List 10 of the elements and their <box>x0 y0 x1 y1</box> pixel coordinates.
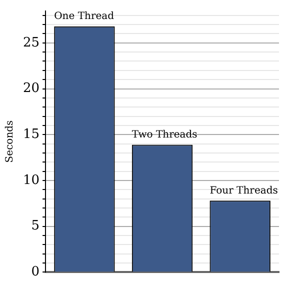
x-tick-label: Two Threads <box>132 129 198 140</box>
y-tick-label: 15 <box>22 126 40 142</box>
y-axis-title: Seconds <box>4 120 16 163</box>
x-tick-label: Four Threads <box>210 185 278 196</box>
y-tick-label: 0 <box>31 264 40 280</box>
y-tick-label: 25 <box>22 35 40 50</box>
y-tick-label: 5 <box>31 218 40 234</box>
x-tick-label: One Thread <box>54 10 115 22</box>
y-tick-label: 10 <box>22 172 40 188</box>
y-tick-label: 20 <box>22 81 40 96</box>
